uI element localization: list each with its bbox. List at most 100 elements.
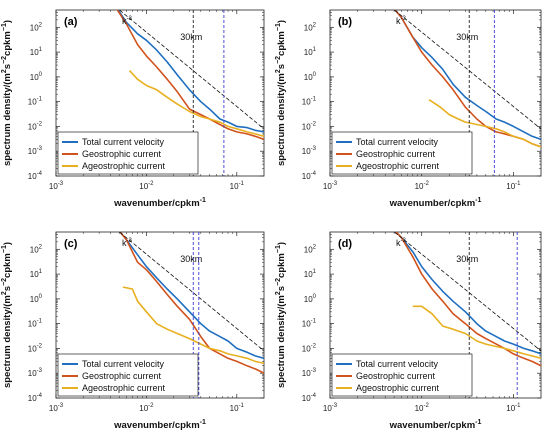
y-axis-label: spectrum density/(m2s−2cpkm−1) <box>275 20 287 166</box>
series-line-2 <box>119 232 264 374</box>
scale-marker-label: 30km <box>180 32 202 42</box>
y-tick-label: 101 <box>30 47 43 57</box>
slope-label: k-3 <box>396 16 406 26</box>
series-group <box>118 232 264 374</box>
y-tick-label: 10-1 <box>28 319 43 329</box>
y-tick-label: 10-3 <box>302 368 317 378</box>
legend-label: Ageostrophic current <box>356 161 440 171</box>
y-axis-label: spectrum density/(m2s−2cpkm−1) <box>275 242 287 388</box>
chart-panel-2: 10-3 10-2 10-1 10-4 10-3 10-2 10-1 100 101 102 30k… <box>275 9 542 209</box>
legend: Total current velocity Geostrophic curren… <box>57 131 199 175</box>
chart-panel-1: 10-3 10-2 10-1 10-4 10-3 10-2 10-1 100 101 102 30k… <box>1 9 265 209</box>
chart-panel-4: 10-3 10-2 10-1 10-4 10-3 10-2 10-1 100 101 102 30k… <box>275 231 542 431</box>
legend-label: Geostrophic current <box>356 371 436 381</box>
series-line-2 <box>116 10 264 141</box>
x-axis-label: wavenumber/cpkm-1 <box>389 419 482 431</box>
x-tick-label: 10-2 <box>415 403 430 413</box>
legend-label: Total current velocity <box>82 359 165 369</box>
y-tick-label: 10-1 <box>302 319 317 329</box>
y-tick-label: 10-4 <box>28 171 43 181</box>
slope-reference-line <box>393 10 541 130</box>
series-line-1 <box>117 10 264 133</box>
panel-label: (b) <box>338 16 352 28</box>
series-group <box>393 232 541 367</box>
series-line-3 <box>128 70 264 138</box>
legend-box <box>57 131 199 175</box>
y-tick-label: 102 <box>30 22 43 32</box>
slope-label: k-3 <box>396 238 406 248</box>
x-tick-label: 10-1 <box>506 403 521 413</box>
legend-box <box>331 131 473 175</box>
x-tick-label: 10-2 <box>139 181 154 191</box>
panel-label: (c) <box>64 238 78 250</box>
scale-marker-label: 30km <box>180 254 202 264</box>
y-tick-label: 10-2 <box>302 121 317 131</box>
legend-label: Geostrophic current <box>82 371 162 381</box>
x-tick-label: 10-1 <box>230 403 245 413</box>
x-tick-label: 10-3 <box>323 181 338 191</box>
legend-label: Total current velocity <box>356 359 439 369</box>
x-tick-label: 10-3 <box>49 403 64 413</box>
x-tick-label: 10-2 <box>415 181 430 191</box>
legend: Total current velocity Geostrophic curren… <box>331 353 473 397</box>
y-tick-label: 10-1 <box>28 97 43 107</box>
slope-label: k-3 <box>122 238 132 248</box>
x-tick-label: 10-3 <box>323 403 338 413</box>
y-tick-label: 102 <box>304 22 317 32</box>
y-tick-label: 10-3 <box>28 146 43 156</box>
legend: Total current velocity Geostrophic curren… <box>331 131 473 175</box>
y-tick-label: 10-4 <box>302 393 317 403</box>
y-axis-label: spectrum density/(m2s−2cpkm−1) <box>1 20 13 166</box>
y-tick-label: 102 <box>30 244 43 254</box>
x-axis-label: wavenumber/cpkm-1 <box>113 419 206 431</box>
y-tick-label: 10-2 <box>28 121 43 131</box>
y-tick-label: 100 <box>30 294 43 304</box>
legend: Total current velocity Geostrophic curren… <box>57 353 199 397</box>
legend-label: Geostrophic current <box>356 149 436 159</box>
legend-label: Total current velocity <box>82 137 165 147</box>
y-tick-label: 100 <box>304 72 317 82</box>
series-group <box>393 10 541 148</box>
y-tick-label: 10-2 <box>302 343 317 353</box>
series-line-1 <box>119 232 264 360</box>
chart-panel-3: 10-3 10-2 10-1 10-4 10-3 10-2 10-1 100 101 102 30k… <box>1 231 265 431</box>
x-tick-label: 10-1 <box>506 181 521 191</box>
legend-label: Ageostrophic current <box>356 383 440 393</box>
y-tick-label: 10-4 <box>302 171 317 181</box>
y-tick-label: 10-1 <box>302 97 317 107</box>
slope-reference-line <box>393 232 541 352</box>
series-line-3 <box>122 286 264 365</box>
y-tick-label: 10-4 <box>28 393 43 403</box>
series-line-1 <box>394 10 541 141</box>
x-axis-label: wavenumber/cpkm-1 <box>389 197 482 209</box>
series-line-3 <box>428 99 541 148</box>
legend-box <box>331 353 473 397</box>
panel-label: (d) <box>338 238 352 250</box>
series-line-2 <box>394 232 541 367</box>
series-line-3 <box>412 305 541 360</box>
y-axis-label: spectrum density/(m2s−2cpkm−1) <box>1 242 13 388</box>
legend-label: Ageostrophic current <box>82 161 166 171</box>
y-tick-label: 10-3 <box>302 146 317 156</box>
slope-reference-line <box>118 10 264 130</box>
legend-box <box>57 353 199 397</box>
y-tick-label: 102 <box>304 244 317 254</box>
series-group <box>116 10 264 141</box>
y-tick-label: 10-3 <box>28 368 43 378</box>
scale-marker-label: 30km <box>456 32 478 42</box>
slope-label: k-3 <box>122 16 132 26</box>
y-tick-label: 101 <box>304 47 317 57</box>
y-tick-label: 10-2 <box>28 343 43 353</box>
y-tick-label: 101 <box>30 269 43 279</box>
y-tick-label: 100 <box>304 294 317 304</box>
legend-label: Ageostrophic current <box>82 383 166 393</box>
slope-reference-line <box>118 232 264 352</box>
legend-label: Geostrophic current <box>82 149 162 159</box>
y-tick-label: 101 <box>304 269 317 279</box>
scale-marker-label: 30km <box>456 254 478 264</box>
x-tick-label: 10-1 <box>230 181 245 191</box>
x-tick-label: 10-3 <box>49 181 64 191</box>
x-tick-label: 10-2 <box>139 403 154 413</box>
series-line-1 <box>394 232 541 355</box>
